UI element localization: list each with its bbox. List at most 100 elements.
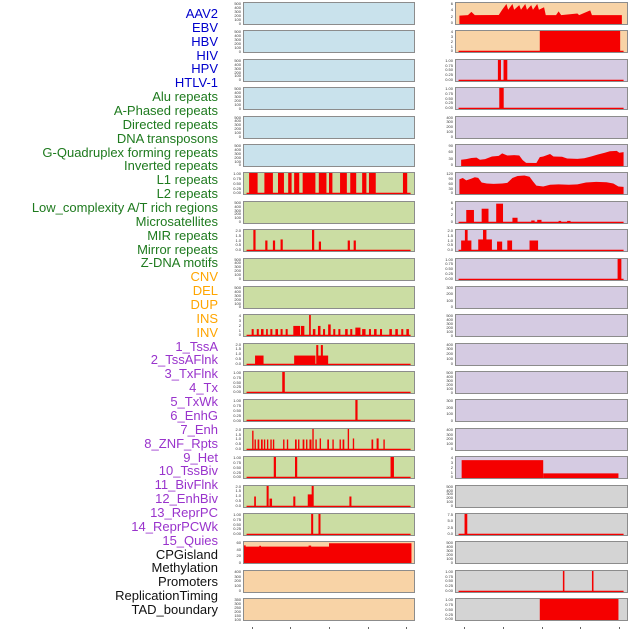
y-tick-label: 1.00	[445, 87, 453, 92]
row-label-low-complexity-a-t-rich-regions: Low_complexity A/T rich regions	[31, 200, 218, 216]
track-plot-14-reprpcwk	[455, 427, 628, 451]
track-plot-hiv	[243, 87, 415, 111]
track-plot-3-txflnk	[455, 115, 628, 139]
y-tick-label: 1.0	[447, 237, 453, 243]
y-tick-label: 400	[234, 33, 241, 39]
row-label-microsatellites: Microsatellites	[135, 213, 218, 229]
track-plot-11-bivflnk	[455, 342, 628, 366]
plot-row-20: 60 40 20 0 500 400 300 200 100 0	[220, 541, 630, 565]
y-tick-label: 1.00	[233, 513, 241, 518]
y-tick-label: 1	[450, 469, 453, 475]
y-tick-label: 4	[450, 206, 453, 212]
x-tick-label: 15kb	[572, 629, 588, 630]
y-ticks-cnv: 60 40 20 0	[220, 541, 243, 564]
y-tick-label: 200	[446, 552, 453, 558]
row-label-11-bivflnk: 11_BivFlnk	[154, 477, 218, 493]
x-axis-right: 0 5kb 10kb 15kb 20kb	[455, 626, 628, 630]
y-tick-label: 400	[234, 90, 241, 96]
plot-row-13: 2.0 1.5 1.0 0.5 0.0 400 300 200 100 0	[220, 342, 630, 366]
row-label-13-reprpc: 13_ReprPC	[150, 504, 218, 520]
y-ticks-12-enhbiv: 500 400 300 200 100 0	[415, 371, 455, 394]
track-data-svg	[458, 88, 624, 110]
y-tick-label: 400	[234, 260, 241, 266]
y-tick-label: 0	[238, 587, 241, 593]
y-tick-label: 2.5	[447, 524, 453, 530]
plot-row-4: 500 400 300 200 100 0 1.00 0.75 0.50 0.25 0.00	[220, 87, 630, 111]
y-tick-label: 200	[446, 404, 453, 410]
track-plot-dna-transposons	[243, 257, 415, 281]
y-tick-label: 100	[446, 411, 453, 417]
y-tick-label: 0.75	[445, 90, 453, 96]
track-plot-4-tx	[455, 143, 628, 167]
plot-row-6: 500 400 300 200 100 0 90 60 30 0	[220, 143, 630, 167]
track-data-svg	[244, 287, 414, 308]
y-tick-label: 2	[450, 13, 453, 19]
row-label-l1-repeats: L1 repeats	[156, 172, 218, 188]
row-label-ebv: EBV	[191, 19, 218, 35]
y-tick-label: 60	[448, 149, 453, 155]
x-tick-label: 0	[462, 629, 466, 630]
track-data-svg	[456, 429, 627, 450]
y-ticks-hbv: 500 400 300 200 100 0	[220, 59, 243, 82]
track-data-svg	[244, 88, 414, 109]
y-tick-label: 0.50	[445, 606, 453, 612]
y-tick-label: 4	[450, 30, 453, 35]
y-tick-label: 300	[446, 491, 453, 497]
track-plot-13-reprpc	[455, 399, 628, 423]
plot-grid: 500 400 300 200 100 0 6 4 2 0 500 400 300 200 100 0 4 3 2 1…	[220, 2, 630, 630]
row-label-inv: INV	[196, 324, 218, 340]
y-tick-label: 0	[238, 48, 241, 54]
y-tick-label: 0	[238, 134, 241, 139]
y-tick-label: 0	[238, 304, 241, 309]
y-tick-label: 2.0	[235, 427, 241, 432]
y-tick-label: 0	[450, 20, 453, 25]
x-tick-mark	[367, 626, 369, 629]
track-data-svg	[244, 202, 414, 223]
y-ticks-dna-transposons: 500 400 300 200 100 0	[220, 258, 243, 281]
y-tick-label: 400	[446, 373, 453, 379]
track-data-svg	[456, 315, 627, 336]
y-tick-label: 0.50	[233, 379, 241, 385]
y-tick-label: 300	[234, 264, 241, 270]
y-tick-label: 300	[234, 207, 241, 213]
track-plot-a-phased-repeats	[243, 200, 415, 224]
y-tick-label: 400	[234, 569, 241, 574]
y-tick-label: 0.5	[235, 242, 241, 248]
row-label-cnv: CNV	[190, 269, 218, 285]
track-plot-inverted-repeats	[243, 314, 415, 338]
y-tick-label: 400	[446, 317, 453, 323]
track-data-svg	[246, 315, 411, 337]
track-data-svg	[456, 344, 627, 365]
y-tick-label: 3	[238, 318, 241, 324]
y-ticks-z-dna-motifs: 1.00 0.75 0.50 0.25 0.00	[220, 513, 243, 536]
y-tick-label: 400	[234, 288, 241, 294]
y-tick-label: 0	[238, 77, 241, 82]
y-tick-label: 0.75	[233, 516, 241, 522]
y-tick-label: 300	[446, 119, 453, 125]
y-tick-label: 400	[446, 342, 453, 347]
y-tick-label: 300	[446, 321, 453, 327]
y-ticks-4-tx: 90 60 30 0	[415, 144, 455, 167]
y-tick-label: 200	[234, 154, 241, 160]
track-plot-ebv	[243, 30, 415, 54]
y-tick-label: 0	[450, 503, 453, 508]
y-tick-label: 400	[446, 544, 453, 550]
plot-row-12: 4 3 2 1 0 500 400 300 200 100 0	[220, 314, 630, 338]
plot-row-7: 1.00 0.75 0.50 0.25 0.00 120 90 60 30 0	[220, 172, 630, 196]
y-tick-label: 300	[446, 346, 453, 352]
plot-row-19: 1.00 0.75 0.50 0.25 0.00 7.5 5.0 2.5 0.0	[220, 513, 630, 537]
y-tick-label: 100	[234, 616, 241, 622]
row-label-15-quies: 15_Quies	[162, 532, 218, 548]
track-plot-mir-repeats	[243, 456, 415, 480]
y-ticks-10-tssbiv: 500 400 300 200 100 0	[415, 314, 455, 337]
y-tick-label: 1	[450, 43, 453, 49]
track-plot-promoters	[455, 541, 628, 565]
track-data-svg	[246, 485, 411, 507]
y-tick-label: 2.0	[447, 229, 453, 234]
plot-row-11: 500 400 300 200 100 0 300 200 100 0	[220, 285, 630, 309]
row-label-mir-repeats: MIR repeats	[147, 227, 218, 243]
row-label-hpv: HPV	[191, 61, 218, 77]
y-tick-label: 0	[450, 48, 453, 54]
track-data-svg	[459, 4, 622, 24]
row-label-dna-transposons: DNA transposons	[116, 130, 218, 146]
